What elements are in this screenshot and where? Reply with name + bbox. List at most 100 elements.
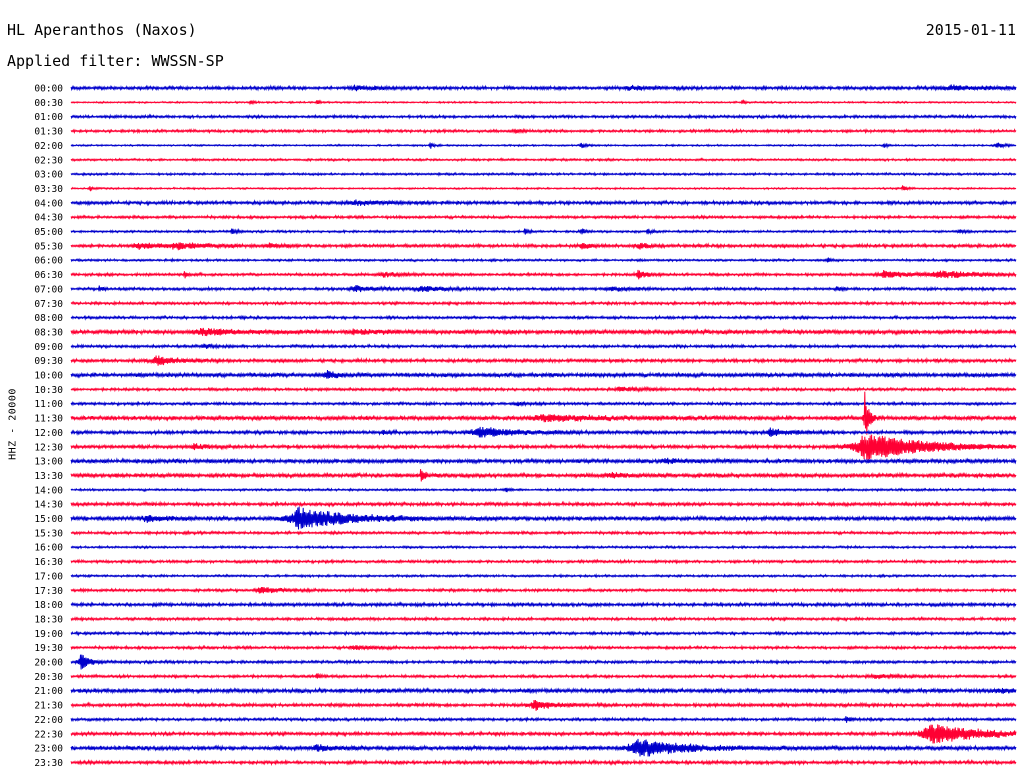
tick-label-1200: 12:00: [34, 428, 63, 439]
tick-label-0600: 06:00: [34, 256, 63, 267]
trace-0330: [70, 185, 1017, 192]
trace-0700: [70, 285, 1017, 293]
tick-label-1830: 18:30: [34, 614, 63, 625]
trace-1030: [70, 385, 1017, 393]
trace-1730: [70, 586, 1017, 594]
trace-0600: [70, 257, 1017, 263]
station-title: HL Aperanthos (Naxos): [7, 21, 197, 39]
tick-label-1800: 18:00: [34, 600, 63, 611]
trace-1100: [70, 400, 1017, 408]
trace-1000: [70, 369, 1017, 379]
tick-label-1330: 13:30: [34, 471, 63, 482]
tick-label-1230: 12:30: [34, 442, 63, 453]
trace-1830: [70, 615, 1017, 623]
trace-0430: [70, 214, 1017, 221]
tick-label-0530: 05:30: [34, 241, 63, 252]
trace-1530: [70, 529, 1017, 537]
tick-label-1000: 10:00: [34, 371, 63, 382]
tick-label-2300: 23:00: [34, 744, 63, 755]
trace-1800: [70, 600, 1017, 609]
tick-label-2000: 20:00: [34, 658, 63, 669]
tick-label-1630: 16:30: [34, 557, 63, 568]
trace-0100: [70, 113, 1017, 120]
trace-0530: [70, 242, 1017, 251]
trace-0630: [70, 269, 1017, 280]
tick-label-1700: 17:00: [34, 571, 63, 582]
trace-0930: [70, 355, 1017, 366]
tick-label-2330: 23:30: [34, 758, 63, 769]
tick-label-0500: 05:00: [34, 227, 63, 238]
tick-label-0330: 03:30: [34, 184, 63, 195]
trace-0830: [70, 327, 1017, 337]
trace-0300: [70, 171, 1017, 177]
trace-2000: [70, 654, 1017, 670]
trace-0400: [70, 199, 1017, 207]
trace-1130: [70, 391, 1017, 435]
trace-0030: [70, 99, 1017, 106]
trace-1400: [70, 486, 1017, 493]
tick-label-0700: 07:00: [34, 284, 63, 295]
tick-label-1730: 17:30: [34, 586, 63, 597]
trace-0230: [70, 157, 1017, 163]
trace-2200: [70, 716, 1017, 723]
tick-label-1500: 15:00: [34, 514, 63, 525]
tick-label-1930: 19:30: [34, 643, 63, 654]
trace-1330: [70, 469, 1017, 482]
tick-label-2100: 21:00: [34, 686, 63, 697]
trace-0000: [70, 84, 1017, 92]
trace-0730: [70, 299, 1017, 307]
tick-label-0830: 08:30: [34, 327, 63, 338]
tick-label-1300: 13:00: [34, 457, 63, 468]
tick-label-0200: 02:00: [34, 141, 63, 152]
date-label: 2015-01-11: [925, 21, 1016, 39]
tick-label-0900: 09:00: [34, 342, 63, 353]
trace-1600: [70, 544, 1017, 551]
tick-label-2230: 22:30: [34, 729, 63, 740]
trace-2330: [70, 758, 1017, 767]
tick-label-0930: 09:30: [34, 356, 63, 367]
trace-1500: [70, 506, 1017, 530]
tick-label-0030: 00:30: [34, 98, 63, 109]
tick-label-1030: 10:30: [34, 385, 63, 396]
trace-1900: [70, 630, 1017, 637]
trace-2300: [70, 738, 1017, 757]
tick-label-2030: 20:30: [34, 672, 63, 683]
tick-label-1400: 14:00: [34, 485, 63, 496]
trace-1430: [70, 500, 1017, 508]
trace-0800: [70, 314, 1017, 321]
tick-label-0300: 03:00: [34, 170, 63, 181]
trace-2230: [70, 724, 1017, 744]
tick-label-1100: 11:00: [34, 399, 63, 410]
tick-label-1130: 11:30: [34, 414, 63, 425]
tick-label-0630: 06:30: [34, 270, 63, 281]
tick-label-1900: 19:00: [34, 629, 63, 640]
tick-label-2200: 22:00: [34, 715, 63, 726]
tick-label-0130: 01:30: [34, 127, 63, 138]
tick-label-0800: 08:00: [34, 313, 63, 324]
trace-1630: [70, 558, 1017, 565]
tick-label-0730: 07:30: [34, 299, 63, 310]
tick-label-1600: 16:00: [34, 543, 63, 554]
tick-label-0430: 04:30: [34, 213, 63, 224]
tick-label-0100: 01:00: [34, 112, 63, 123]
trace-1930: [70, 644, 1017, 651]
trace-0200: [70, 142, 1017, 149]
trace-0900: [70, 342, 1017, 350]
tick-label-1430: 14:30: [34, 500, 63, 511]
tick-label-1530: 15:30: [34, 528, 63, 539]
trace-2030: [70, 672, 1017, 680]
trace-2130: [70, 699, 1017, 711]
trace-0500: [70, 227, 1017, 236]
trace-1300: [70, 457, 1017, 465]
trace-group: [70, 84, 1017, 767]
trace-2100: [70, 686, 1017, 695]
trace-1700: [70, 572, 1017, 579]
tick-label-0400: 04:00: [34, 198, 63, 209]
tick-label-2130: 21:30: [34, 701, 63, 712]
trace-0130: [70, 127, 1017, 135]
tick-label-group: 00:00 00:30 01:00 01:30 02:00 02:30 03:00 03:30…: [34, 84, 63, 769]
tick-label-0000: 00:00: [34, 84, 63, 95]
filter-label: Applied filter: WWSSN-SP: [7, 52, 224, 70]
tick-label-0230: 02:30: [34, 155, 63, 166]
